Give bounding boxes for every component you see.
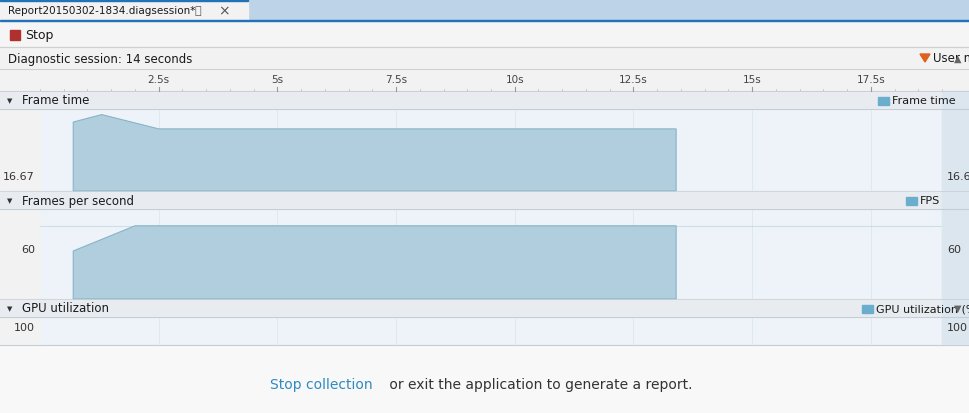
Bar <box>40 209 941 299</box>
Text: 15s: 15s <box>742 75 761 85</box>
Text: Stop collection: Stop collection <box>269 377 372 391</box>
Text: 7.5s: 7.5s <box>385 75 407 85</box>
Bar <box>0 70 969 92</box>
Bar <box>0 0 248 2</box>
Text: Report20150302-1834.diagsession*: Report20150302-1834.diagsession* <box>8 6 195 16</box>
Bar <box>0 48 969 70</box>
Bar <box>0 345 969 413</box>
Bar <box>0 0 248 22</box>
Bar <box>0 110 40 192</box>
Text: FPS: FPS <box>919 195 939 206</box>
Bar <box>861 305 872 313</box>
Bar <box>877 98 888 106</box>
Text: 17.5s: 17.5s <box>856 75 885 85</box>
Text: Frames per second: Frames per second <box>22 194 134 207</box>
Text: 60: 60 <box>21 244 35 254</box>
Text: 2.5s: 2.5s <box>147 75 170 85</box>
Bar <box>941 317 969 345</box>
Text: GPU utilization: GPU utilization <box>22 302 109 315</box>
Text: Frame time: Frame time <box>891 96 954 106</box>
Text: ▼: ▼ <box>8 197 13 204</box>
Bar <box>941 92 969 345</box>
Bar <box>0 21 969 22</box>
Text: Frame time: Frame time <box>22 94 89 107</box>
Bar <box>905 197 916 206</box>
Bar <box>941 209 969 299</box>
Polygon shape <box>919 55 929 63</box>
Text: ▼: ▼ <box>8 98 13 104</box>
Text: 16.67: 16.67 <box>3 171 35 182</box>
Polygon shape <box>73 226 675 299</box>
Text: ⌖: ⌖ <box>195 6 202 16</box>
Bar <box>941 110 969 192</box>
Text: 10s: 10s <box>505 75 523 85</box>
Text: ▼: ▼ <box>953 303 960 313</box>
Text: 100: 100 <box>14 322 35 332</box>
Polygon shape <box>73 115 675 192</box>
Bar <box>0 0 969 22</box>
Bar <box>0 92 969 110</box>
Text: ▼: ▼ <box>8 305 13 311</box>
Bar <box>40 317 941 345</box>
Text: or exit the application to generate a report.: or exit the application to generate a re… <box>385 377 692 391</box>
Text: User mark: User mark <box>932 52 969 65</box>
Text: GPU utilization (%): GPU utilization (%) <box>875 303 969 313</box>
Text: ▲: ▲ <box>953 54 960 64</box>
Bar <box>0 317 40 345</box>
Text: 16.67: 16.67 <box>946 171 969 182</box>
Text: Diagnostic session: 14 seconds: Diagnostic session: 14 seconds <box>8 52 192 65</box>
Text: 100: 100 <box>946 322 967 332</box>
Bar <box>0 22 969 48</box>
Text: 5s: 5s <box>271 75 283 85</box>
Text: 60: 60 <box>946 244 960 254</box>
Text: 12.5s: 12.5s <box>618 75 647 85</box>
Bar <box>0 192 969 209</box>
Text: Stop: Stop <box>25 29 53 43</box>
Bar <box>40 110 941 192</box>
Bar <box>0 299 969 317</box>
Bar <box>10 31 20 41</box>
Bar <box>0 209 40 299</box>
Text: ×: × <box>218 4 230 18</box>
